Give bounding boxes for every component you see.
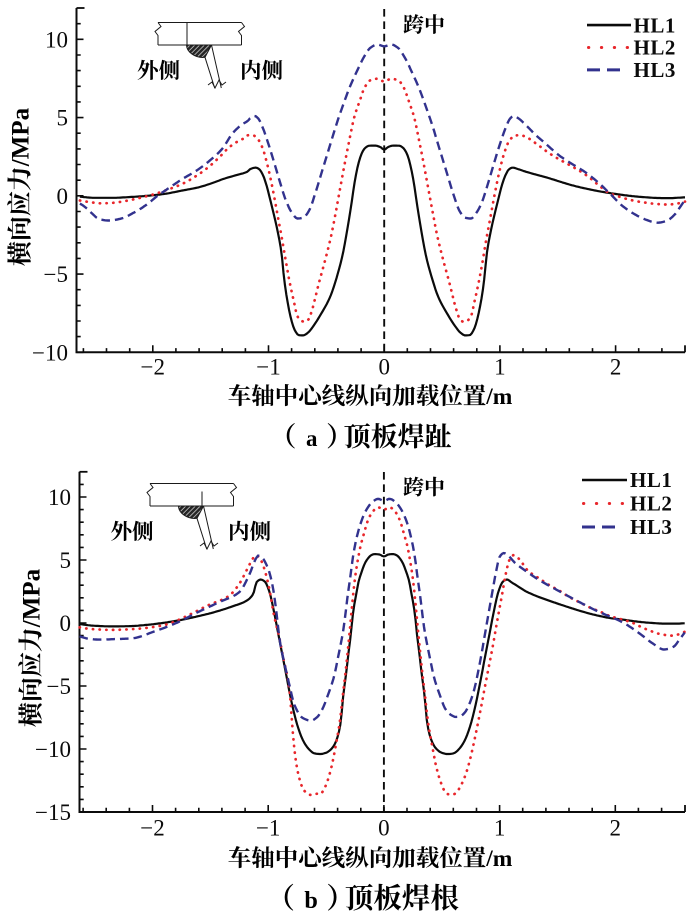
svg-text:−5: −5 (47, 674, 71, 699)
svg-text:−10: −10 (32, 340, 68, 365)
svg-text:0: 0 (60, 611, 72, 636)
svg-text:−15: −15 (35, 800, 71, 825)
svg-text:1: 1 (494, 816, 506, 841)
svg-text:0: 0 (378, 816, 390, 841)
svg-text:5: 5 (60, 548, 72, 573)
svg-text:a: a (306, 426, 318, 451)
svg-text:10: 10 (45, 27, 68, 52)
svg-text:HL3: HL3 (630, 515, 672, 539)
svg-text:/MPa: /MPa (8, 107, 35, 167)
svg-text:5: 5 (57, 106, 69, 131)
svg-text:−2: −2 (140, 816, 164, 841)
svg-text:/m: /m (485, 384, 513, 410)
svg-text:/MPa: /MPa (19, 568, 46, 628)
svg-text:1: 1 (494, 355, 506, 380)
svg-text:HL1: HL1 (634, 13, 676, 37)
svg-text:−2: −2 (141, 355, 165, 380)
svg-text:/m: /m (485, 846, 513, 872)
svg-text:2: 2 (610, 355, 622, 380)
svg-text:b: b (304, 887, 317, 914)
svg-text:2: 2 (610, 816, 622, 841)
svg-text:HL1: HL1 (630, 468, 672, 492)
svg-text:0: 0 (57, 184, 69, 209)
svg-text:HL3: HL3 (634, 58, 676, 82)
svg-text:HL2: HL2 (634, 36, 676, 60)
svg-text:HL2: HL2 (630, 492, 672, 516)
svg-text:−1: −1 (256, 355, 280, 380)
svg-text:0: 0 (378, 355, 390, 380)
svg-text:−5: −5 (44, 262, 68, 287)
svg-text:−10: −10 (35, 737, 71, 762)
svg-text:10: 10 (48, 485, 71, 510)
svg-text:−1: −1 (256, 816, 280, 841)
